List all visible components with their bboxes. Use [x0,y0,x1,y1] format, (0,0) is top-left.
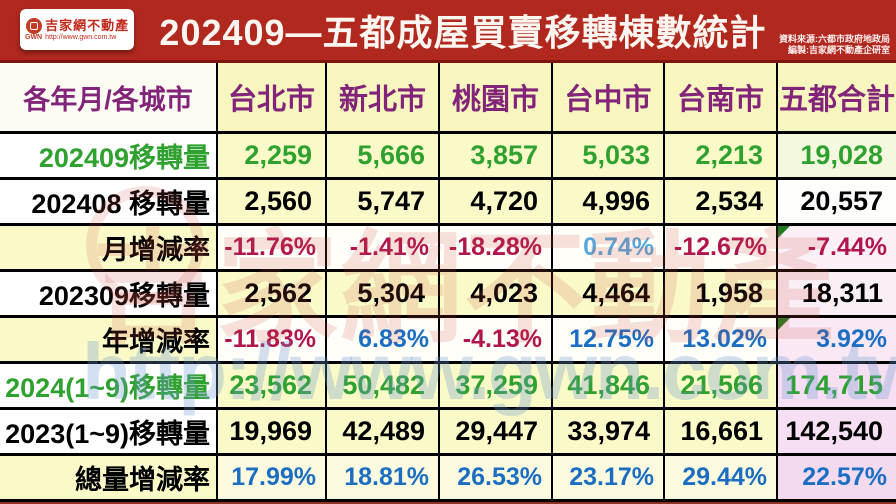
title-banner: 202409—五都成屋買賣移轉棟數統計 GWN 吉家網不動產 http://ww… [0,0,896,60]
value-cell: -11.76% [218,226,327,272]
total-cell: 18,311 [778,272,896,318]
value-cell: 18.81% [327,456,440,502]
value-cell: 5,033 [553,134,665,180]
value-cell: 5,304 [327,272,440,318]
value-cell: -4.13% [440,318,553,364]
total-cell: 174,715 [778,364,896,410]
row-label: 年增減率 [0,318,218,364]
gwn-brand-name: 吉家網不動產 [45,17,130,33]
column-header: 新北市 [327,63,440,134]
row-label: 202309移轉量 [0,272,218,318]
row-label: 202409移轉量 [0,134,218,180]
value-cell: 23,562 [218,364,327,410]
gwn-logo-texts: 吉家網不動產 http://www.gwn.com.tw [42,18,129,42]
row-label: 202408 移轉量 [0,180,218,226]
value-cell: 4,996 [553,180,665,226]
value-cell: 5,666 [327,134,440,180]
value-cell: 4,464 [553,272,665,318]
value-cell: 1,958 [665,272,778,318]
column-header: 五都合計 [778,63,896,134]
column-header: 台南市 [665,63,778,134]
value-cell: 2,560 [218,180,327,226]
value-cell: 2,259 [218,134,327,180]
total-cell: 3.92% [778,318,896,364]
value-cell: 26.53% [440,456,553,502]
stats-table: 各年月/各城市 台北市 新北市 桃園市 台中市 台南市 五都合計 202409移轉量 2,259… [0,60,896,502]
value-cell: 41,846 [553,364,665,410]
row-label: 總量增減率 [0,456,218,502]
total-cell: 142,540 [778,410,896,456]
value-cell: -1.41% [327,226,440,272]
row-label: 2024(1~9)移轉量 [0,364,218,410]
gwn-url: http://www.gwn.com.tw [45,33,117,41]
value-cell: 2,562 [218,272,327,318]
value-cell: 12.75% [553,318,665,364]
total-cell: 22.57% [778,456,896,502]
value-cell: 2,534 [665,180,778,226]
value-cell: 42,489 [327,410,440,456]
value-cell: 2,213 [665,134,778,180]
value-cell: 19,969 [218,410,327,456]
value-cell: -11.83% [218,318,327,364]
value-cell: 29.44% [665,456,778,502]
gwn-logo: GWN 吉家網不動產 http://www.gwn.com.tw [20,9,134,50]
value-cell: 13.02% [665,318,778,364]
gwn-abbr: GWN [25,33,43,41]
value-cell: 0.74% [553,226,665,272]
total-cell: 20,557 [778,180,896,226]
value-cell: 37,259 [440,364,553,410]
value-cell: 16,661 [665,410,778,456]
column-header: 台中市 [553,63,665,134]
column-header-rowdim: 各年月/各城市 [0,63,218,134]
value-cell: 4,023 [440,272,553,318]
value-cell: 5,747 [327,180,440,226]
row-label: 月增減率 [0,226,218,272]
value-cell: 21,566 [665,364,778,410]
value-cell: 4,720 [440,180,553,226]
value-cell: 6.83% [327,318,440,364]
value-cell: 33,974 [553,410,665,456]
value-cell: 17.99% [218,456,327,502]
source-note: 資料來源:六都市政府地政局 編製:吉家網不動產企研室 [779,34,890,56]
source-line-2: 編製:吉家網不動產企研室 [788,45,890,55]
gwn-emblem-icon [25,17,42,34]
column-header: 台北市 [218,63,327,134]
value-cell: 23.17% [553,456,665,502]
source-line-1: 資料來源:六都市政府地政局 [779,34,890,44]
gwn-emblem-wrap: GWN [25,17,43,42]
value-cell: 3,857 [440,134,553,180]
value-cell: -18.28% [440,226,553,272]
total-cell: -7.44% [778,226,896,272]
value-cell: 50,482 [327,364,440,410]
value-cell: -12.67% [665,226,778,272]
total-cell: 19,028 [778,134,896,180]
column-header: 桃園市 [440,63,553,134]
value-cell: 29,447 [440,410,553,456]
page-title: 202409—五都成屋買賣移轉棟數統計 [159,12,767,53]
row-label: 2023(1~9)移轉量 [0,410,218,456]
